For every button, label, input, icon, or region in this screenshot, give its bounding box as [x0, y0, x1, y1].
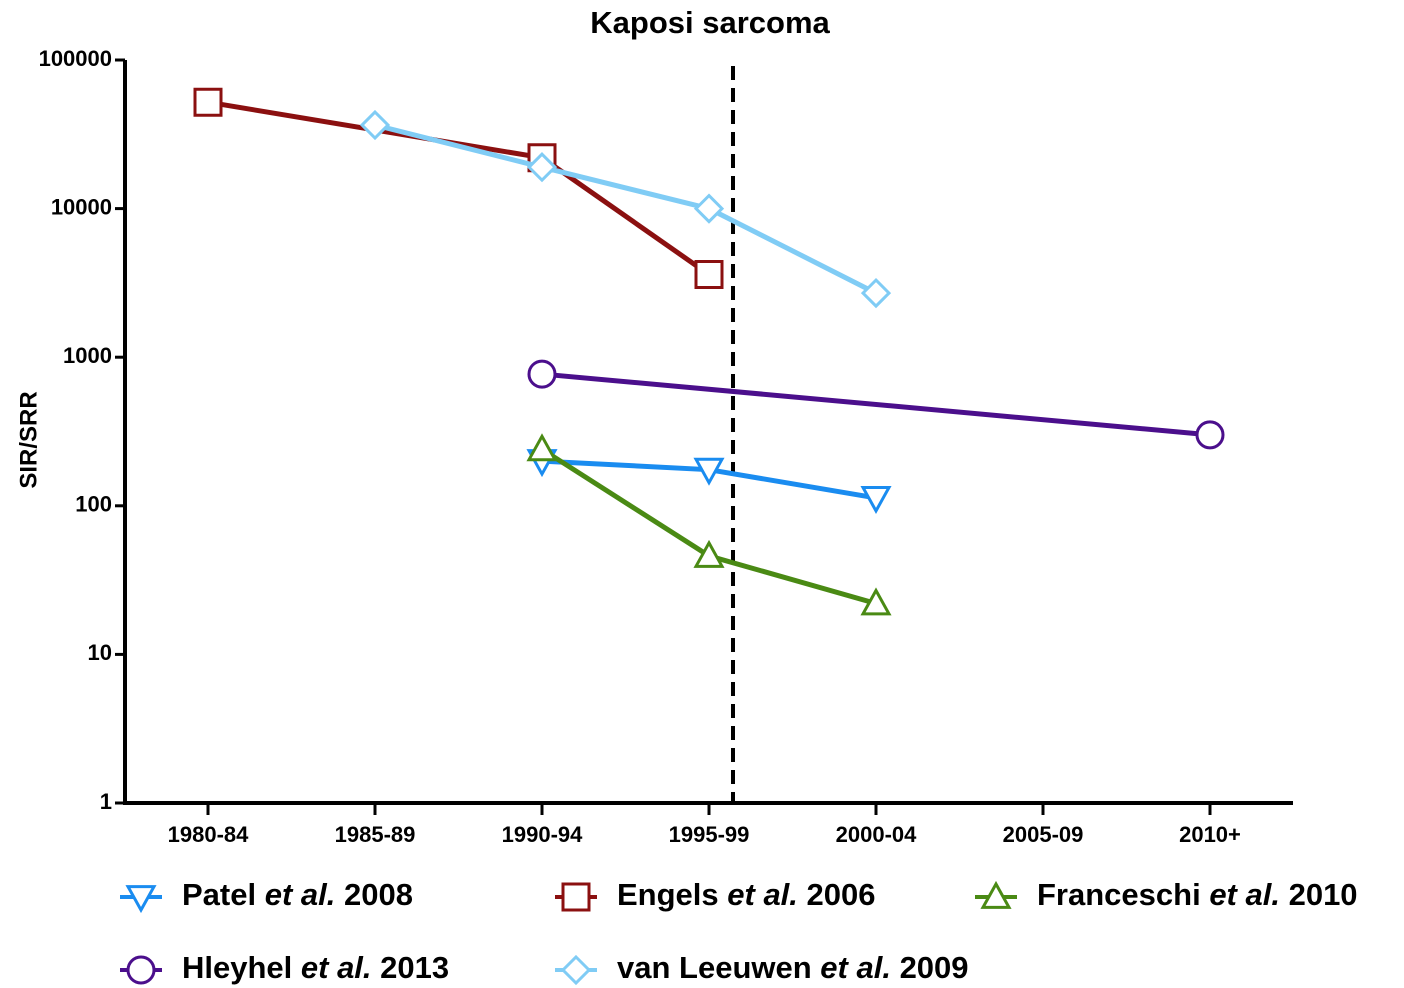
- x-tick-label: 1980-84: [168, 822, 250, 847]
- marker: [526, 152, 558, 183]
- marker: [980, 880, 1012, 909]
- legend-label: Hleyhel et al. 2013: [182, 950, 449, 985]
- marker: [359, 109, 391, 141]
- y-tick-label: 10000: [51, 194, 112, 219]
- y-tick-label: 1000: [63, 343, 112, 368]
- y-tick-label: 100000: [39, 46, 112, 71]
- legend-label: van Leeuwen et al. 2009: [617, 950, 969, 985]
- y-axis-label: SIR/SRR: [15, 391, 42, 488]
- x-tick-label: 1995-99: [669, 822, 750, 847]
- line-segment: [708, 467, 877, 501]
- x-tick-label: 2000-04: [836, 822, 918, 847]
- marker: [126, 955, 156, 985]
- marker: [125, 885, 157, 914]
- marker: [560, 954, 592, 986]
- y-tick-label: 1: [100, 789, 112, 814]
- marker: [526, 433, 558, 462]
- y-tick-label: 100: [75, 492, 112, 517]
- line-segment: [540, 447, 711, 559]
- x-tick-label: 2005-09: [1003, 822, 1084, 847]
- marker: [860, 486, 892, 515]
- line-segment: [541, 458, 710, 473]
- x-tick-label: 1985-89: [335, 822, 416, 847]
- x-tick-label: 2010+: [1179, 822, 1241, 847]
- marker: [860, 587, 892, 616]
- line-segment: [541, 371, 1211, 438]
- line-segment: [374, 122, 543, 170]
- marker: [694, 260, 724, 290]
- marker: [561, 882, 591, 912]
- legend-label: Engels et al. 2006: [617, 877, 876, 912]
- legend-label: Franceschi et al. 2010: [1037, 877, 1358, 912]
- line-segment: [541, 164, 710, 212]
- line-segment: [540, 155, 711, 277]
- marker: [860, 277, 892, 309]
- chart-title: Kaposi sarcoma: [590, 5, 830, 40]
- x-tick-label: 1990-94: [502, 822, 584, 847]
- line-segment: [708, 553, 877, 606]
- marker: [693, 539, 725, 568]
- marker: [1195, 420, 1225, 450]
- y-tick-label: 10: [88, 640, 112, 665]
- marker: [693, 457, 725, 486]
- marker: [693, 193, 725, 224]
- legend-label: Patel et al. 2008: [182, 877, 413, 912]
- marker: [193, 87, 223, 117]
- line-segment: [707, 206, 878, 296]
- marker: [527, 359, 557, 389]
